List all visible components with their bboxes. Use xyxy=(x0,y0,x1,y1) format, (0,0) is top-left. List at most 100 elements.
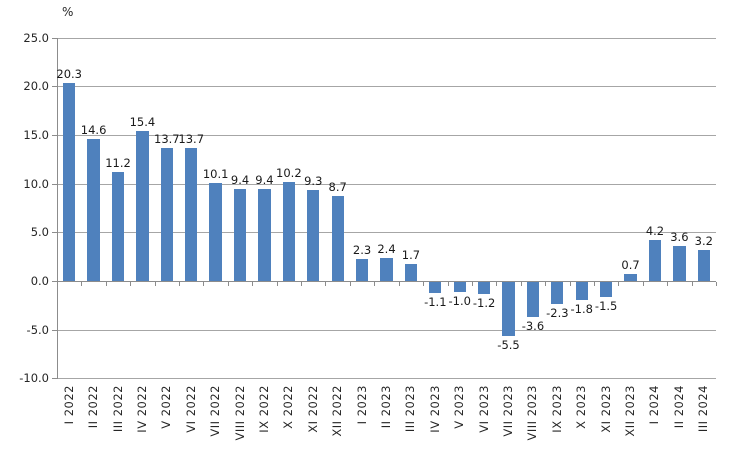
gridline xyxy=(57,37,716,39)
bar-value-label: 0.7 xyxy=(621,258,640,273)
x-axis-category-label: IV 2023 xyxy=(427,385,442,433)
x-axis-category-label: I 2023 xyxy=(354,385,369,425)
x-axis-tick xyxy=(642,282,644,286)
bar-value-label: -3.6 xyxy=(521,319,545,334)
gridline xyxy=(57,329,716,331)
bar xyxy=(429,282,442,293)
x-axis-tick xyxy=(593,282,595,286)
bar xyxy=(600,282,613,297)
x-axis-category-label: XI 2022 xyxy=(305,385,320,433)
bar-value-label: 8.7 xyxy=(328,180,347,195)
x-axis-tick xyxy=(203,282,205,286)
bar-value-label: -1.5 xyxy=(594,298,618,313)
x-axis-category-label: II 2022 xyxy=(86,385,101,429)
x-axis-category-label: III 2022 xyxy=(110,385,125,433)
bar xyxy=(209,182,222,281)
bar xyxy=(453,282,466,292)
bar xyxy=(258,189,271,281)
bar-value-label: 3.2 xyxy=(694,233,713,248)
bar-value-label: 13.7 xyxy=(178,131,205,146)
y-axis-tick-label: -10.0 xyxy=(19,371,49,386)
bar xyxy=(575,282,588,300)
bar-value-label: 15.4 xyxy=(129,115,156,129)
x-axis-tick xyxy=(471,282,473,286)
x-axis-tick xyxy=(130,282,132,286)
y-axis-tick-label: 10.0 xyxy=(23,176,49,191)
gridline xyxy=(57,134,716,136)
x-axis-category-label: VI 2022 xyxy=(183,385,198,433)
x-axis-category-label: II 2023 xyxy=(379,385,393,429)
bar-value-label: 4.2 xyxy=(645,224,665,239)
bar xyxy=(648,240,662,281)
y-axis-unit-label: % xyxy=(62,5,74,19)
x-axis-tick xyxy=(105,282,107,286)
bar xyxy=(355,258,369,281)
x-axis-category-label: IX 2023 xyxy=(549,385,564,433)
bar-value-label: -1.0 xyxy=(448,293,471,308)
y-axis-tick xyxy=(52,86,57,88)
bar-value-label: 2.4 xyxy=(377,241,396,256)
bar-value-label: -1.1 xyxy=(424,294,447,309)
x-axis-tick xyxy=(349,282,351,286)
bar xyxy=(331,196,344,281)
bar xyxy=(551,282,564,305)
bar-value-label: 3.6 xyxy=(670,229,689,244)
x-axis-tick xyxy=(716,282,717,286)
gridline xyxy=(57,86,716,88)
y-axis-tick-label: -5.0 xyxy=(26,322,49,337)
bar-value-label: 9.4 xyxy=(230,173,250,188)
bar xyxy=(697,249,710,281)
x-axis-category-label: XII 2023 xyxy=(623,385,638,437)
bar-value-label: 10.1 xyxy=(202,166,229,181)
gridline xyxy=(57,378,716,380)
gridline xyxy=(57,183,716,185)
y-axis-tick xyxy=(52,134,57,136)
y-axis-tick xyxy=(52,232,57,234)
x-axis-tick xyxy=(447,282,449,286)
bar xyxy=(380,257,393,281)
bar-value-label: 9.3 xyxy=(304,174,323,189)
x-axis-tick xyxy=(545,282,547,286)
bar xyxy=(282,181,296,281)
x-axis-category-label: I 2022 xyxy=(61,385,76,425)
x-axis-tick xyxy=(618,282,620,286)
bar-value-label: -5.5 xyxy=(497,337,520,352)
bar xyxy=(111,171,125,281)
bar xyxy=(404,264,418,281)
x-axis-tick xyxy=(81,282,83,286)
y-axis-tick-label: 0.0 xyxy=(30,274,49,288)
x-axis-tick xyxy=(301,282,303,286)
bar xyxy=(233,189,247,281)
x-axis-category-label: VI 2023 xyxy=(476,385,491,433)
bar xyxy=(160,147,173,281)
bar xyxy=(63,83,76,281)
x-axis-tick xyxy=(154,282,156,286)
gridline xyxy=(57,232,716,234)
x-axis-category-label: III 2024 xyxy=(696,385,711,433)
x-axis-category-label: VII 2023 xyxy=(501,385,516,437)
x-axis-category-label: II 2024 xyxy=(671,385,686,429)
bar xyxy=(502,282,515,336)
bar-value-label: -1.2 xyxy=(472,295,496,310)
x-axis-tick xyxy=(325,282,327,286)
bar-value-label: 20.3 xyxy=(56,67,82,82)
bar xyxy=(185,147,198,281)
bar-value-label: -1.8 xyxy=(570,301,593,316)
x-axis-category-label: V 2023 xyxy=(452,385,467,429)
x-axis-tick xyxy=(520,282,522,286)
x-axis-category-label: III 2023 xyxy=(403,385,418,433)
x-axis-tick xyxy=(179,282,181,286)
y-axis-tick-label: 20.0 xyxy=(23,79,49,94)
bar xyxy=(477,282,491,294)
x-axis-category-label: I 2024 xyxy=(647,385,662,425)
y-axis-tick xyxy=(52,329,57,331)
y-axis-tick xyxy=(52,37,57,39)
x-axis-category-label: VII 2022 xyxy=(208,385,223,437)
x-axis-category-label: VIII 2022 xyxy=(232,385,247,441)
x-axis-tick xyxy=(374,282,376,286)
x-axis-category-label: XI 2023 xyxy=(598,385,613,433)
x-axis-tick xyxy=(252,282,254,286)
x-axis-tick xyxy=(496,282,498,286)
bar xyxy=(136,131,149,281)
